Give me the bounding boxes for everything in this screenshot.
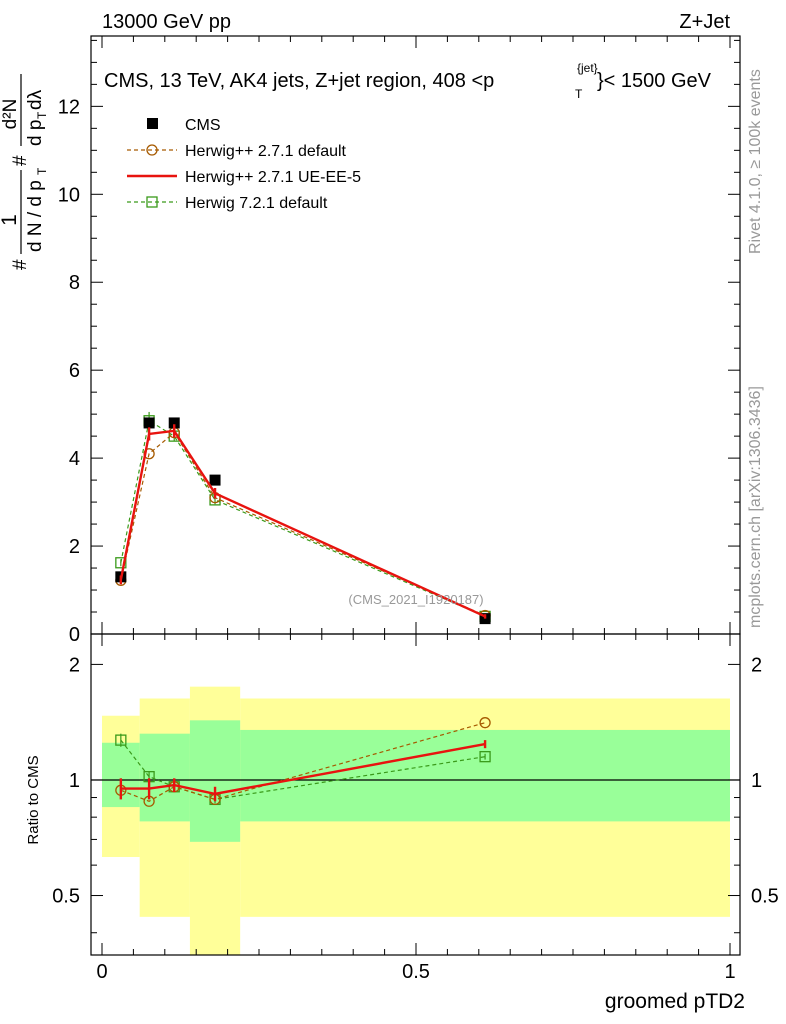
x-tick-label: 0.5 — [402, 961, 430, 983]
ratio-y-tick-label-right: 1 — [751, 770, 762, 792]
plot-title-prefix: CMS, 13 TeV, AK4 jets, Z+jet region, 408… — [104, 70, 494, 92]
legend: CMS Herwig++ 2.7.1 default Herwig++ 2.7.… — [127, 117, 361, 212]
header-right: Z+Jet — [679, 11, 730, 33]
ratio-y-axis-label: Ratio to CMS — [25, 755, 42, 844]
ylabel-sub-2: T — [35, 111, 49, 119]
main-y-tick-label: 6 — [69, 360, 80, 382]
ratio-herwig7-point — [115, 734, 127, 746]
ylabel-lambda: dλ — [25, 89, 46, 110]
main-y-tick-label: 12 — [58, 96, 80, 118]
ratio-plot-marks — [91, 686, 740, 955]
x-tick-label: 0 — [96, 961, 107, 983]
main-y-tick-label: 2 — [69, 536, 80, 558]
ylabel-den-right: d p — [25, 120, 46, 146]
ratio-y-tick-label: 2 — [69, 654, 80, 676]
main-y-tick-label: 8 — [69, 272, 80, 294]
rivet-label: Rivet 4.1.0, ≥ 100k events — [747, 69, 764, 254]
mcplots-label: mcplots.cern.ch [arXiv:1306.3436] — [747, 386, 764, 628]
legend-marker-herwig7 — [146, 196, 158, 208]
main-herwigpp-ueee5-line — [119, 429, 486, 618]
main-herwigpp-default-line — [120, 431, 486, 617]
main-y-tick-label: 4 — [69, 448, 80, 470]
x-axis-label: groomed pTD2 — [605, 990, 745, 1013]
ylabel-den: d N / d p — [25, 180, 46, 252]
ratio-uncertainty-band-inner — [139, 733, 190, 822]
plot-title: CMS, 13 TeV, AK4 jets, Z+jet region, 408… — [104, 61, 712, 101]
ratio-herwig7-point — [479, 751, 491, 763]
ylabel-num: 1 — [0, 214, 21, 226]
plot-title-suffix: }< 1500 GeV — [597, 70, 712, 92]
ratio-axes: 0.5 0.5 1 1 2 2 0 0.5 1 — [52, 634, 779, 983]
plot-title-sup: {jet} — [577, 61, 598, 75]
main-plot-panel: 0 2 4 6 8 10 12 CMS, 13 TeV, AK4 jets, Z+jet r… — [58, 35, 741, 646]
legend-label-herwigpp-default: Herwig++ 2.7.1 default — [185, 143, 347, 160]
main-cms-data-point — [168, 417, 180, 429]
legend-marker-herwigpp-default — [146, 144, 158, 156]
ratio-plot-panel: 0.5 0.5 1 1 2 2 0 0.5 1 — [52, 633, 779, 983]
main-plot-marks — [115, 411, 491, 625]
main-herwig7-point — [115, 557, 127, 569]
analysis-watermark: (CMS_2021_I1920187) — [348, 592, 483, 607]
ratio-uncertainty-band-inner — [189, 720, 241, 842]
ylabel-hash-2: # — [10, 155, 31, 166]
ylabel-num-right: d²N — [0, 99, 21, 130]
legend-label-herwig7: Herwig 7.2.1 default — [185, 195, 328, 212]
main-y-tick-label: 0 — [69, 624, 80, 646]
ratio-y-tick-label: 0.5 — [52, 886, 80, 908]
x-tick-label: 1 — [724, 961, 735, 983]
ratio-y-tick-label-right: 0.5 — [751, 886, 779, 908]
legend-marker-cms — [147, 118, 158, 129]
main-herwig7-line — [120, 419, 486, 617]
ylabel-sub: T — [35, 167, 49, 175]
main-y-tick-label: 10 — [58, 184, 80, 206]
header-left: 13000 GeV pp — [102, 11, 231, 33]
legend-label-cms: CMS — [185, 117, 221, 134]
ratio-herwigpp-default-point — [479, 717, 491, 729]
main-cms-data-point — [209, 474, 221, 486]
legend-label-herwigpp-ueee5: Herwig++ 2.7.1 UE-EE-5 — [185, 169, 361, 186]
ylabel-hash-1: # — [10, 259, 31, 270]
main-cms-data-point — [143, 417, 155, 429]
main-y-axis-label: # 1 d N / d p T # d²N d p T dλ — [0, 74, 49, 270]
plot-title-sub: T — [575, 87, 583, 101]
main-axes: 0 2 4 6 8 10 12 — [58, 36, 740, 646]
ratio-y-tick-label: 1 — [69, 770, 80, 792]
ratio-y-tick-label-right: 2 — [751, 654, 762, 676]
